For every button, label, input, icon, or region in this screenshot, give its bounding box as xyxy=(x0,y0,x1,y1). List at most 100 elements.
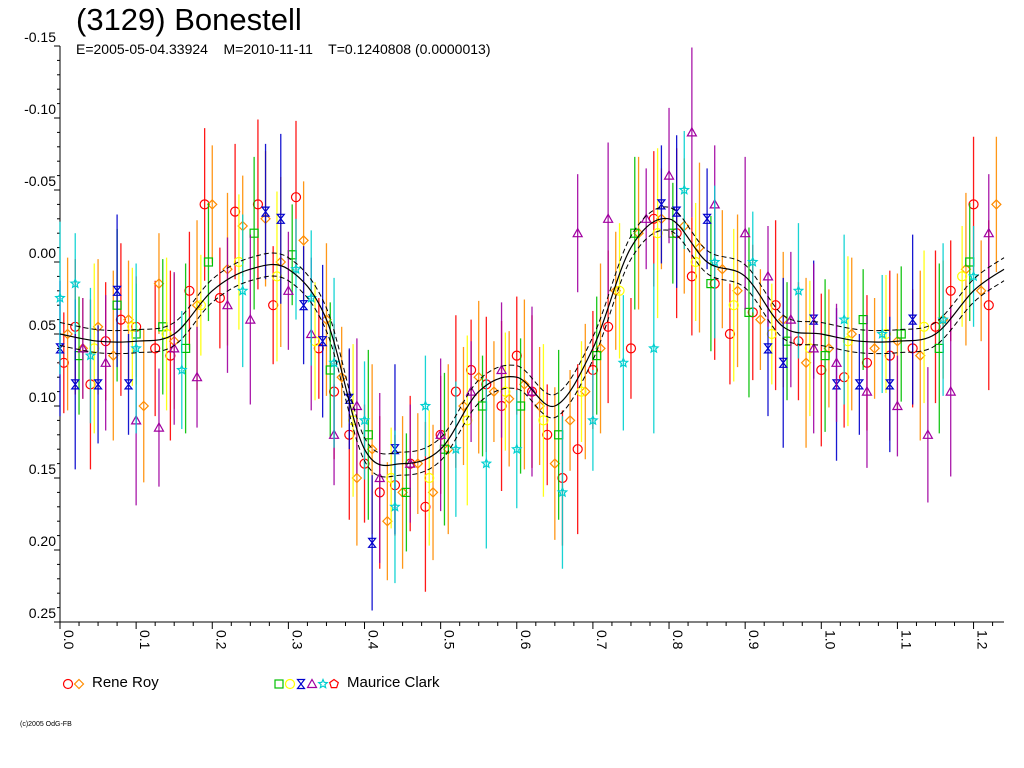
data-point xyxy=(249,228,259,238)
data-point xyxy=(556,486,569,498)
fit-upper-band xyxy=(59,206,1005,455)
data-point xyxy=(462,415,473,426)
data-point xyxy=(336,371,348,383)
data-point xyxy=(968,199,979,210)
legend-entry-rene-roy: Rene Roy xyxy=(62,674,159,691)
y-tick-label: -0.05 xyxy=(24,173,56,189)
data-point xyxy=(945,385,957,396)
data-point xyxy=(488,386,500,397)
data-point xyxy=(519,379,530,390)
data-point xyxy=(732,285,743,297)
data-point xyxy=(614,285,625,296)
data-point xyxy=(229,206,241,217)
data-point xyxy=(55,343,65,354)
data-point xyxy=(161,328,172,340)
data-point xyxy=(244,313,256,324)
data-point xyxy=(214,292,225,304)
data-point xyxy=(724,328,736,340)
data-point xyxy=(876,327,888,339)
data-point xyxy=(367,537,377,548)
legend-marker xyxy=(317,677,329,689)
x-tick-label: 0.1 xyxy=(137,630,153,650)
data-point xyxy=(206,199,218,210)
data-point xyxy=(617,356,630,368)
data-point xyxy=(579,386,591,397)
data-point xyxy=(138,400,150,412)
data-point xyxy=(203,257,214,267)
data-point xyxy=(435,429,447,439)
data-point xyxy=(885,379,895,390)
data-point xyxy=(991,199,1002,210)
data-point xyxy=(328,356,340,368)
data-point xyxy=(542,429,553,440)
data-point xyxy=(896,329,906,339)
chart-subtitle: E=2005-05-04.33924 M=2010-11-11 T=0.1240… xyxy=(76,41,491,57)
data-point xyxy=(298,235,309,246)
y-tick-label: -0.15 xyxy=(24,29,56,45)
data-point xyxy=(538,415,549,426)
data-point xyxy=(800,357,812,369)
data-point xyxy=(389,500,401,512)
series-6 xyxy=(54,130,980,584)
data-point xyxy=(282,285,294,295)
data-point xyxy=(150,343,161,354)
legend-entry-maurice-clark: Maurice Clark xyxy=(273,674,440,691)
y-tick-label: 0.15 xyxy=(29,461,56,477)
data-point xyxy=(648,342,660,354)
series-5 xyxy=(77,47,995,563)
legend-marker xyxy=(306,677,318,688)
x-tick-label: 0.9 xyxy=(746,630,762,650)
data-point xyxy=(918,321,930,332)
data-point xyxy=(922,429,934,439)
data-point xyxy=(842,336,854,347)
data-point xyxy=(420,501,431,512)
data-point xyxy=(321,314,332,325)
data-point xyxy=(382,515,393,527)
data-point xyxy=(89,343,100,354)
data-point xyxy=(473,371,485,383)
legend-label-rene-roy: Rene Roy xyxy=(92,674,159,691)
data-point xyxy=(153,421,165,432)
data-point xyxy=(603,321,614,332)
data-point xyxy=(130,342,142,354)
data-point xyxy=(907,314,918,325)
data-point xyxy=(755,314,766,325)
data-point xyxy=(891,400,903,411)
data-point xyxy=(511,350,522,361)
data-point xyxy=(869,343,880,354)
data-point xyxy=(549,458,561,469)
data-point xyxy=(191,371,203,382)
data-point xyxy=(656,199,667,210)
data-point xyxy=(778,357,788,368)
data-point xyxy=(747,255,759,267)
legend-marker xyxy=(274,678,284,689)
data-point xyxy=(526,385,538,396)
data-point xyxy=(427,487,439,498)
data-point xyxy=(168,342,180,353)
data-point xyxy=(564,415,576,426)
data-point xyxy=(503,393,515,405)
data-point xyxy=(450,443,462,455)
data-point xyxy=(351,400,363,411)
series-3 xyxy=(89,148,968,546)
data-point xyxy=(366,443,378,455)
legend-symbols-maurice-clark xyxy=(274,677,339,689)
data-point xyxy=(820,351,830,361)
data-point xyxy=(221,299,234,310)
data-point xyxy=(184,285,195,296)
data-point xyxy=(62,328,73,340)
data-point xyxy=(127,321,138,332)
x-tick-label: 1.2 xyxy=(975,630,991,650)
data-point xyxy=(77,342,89,353)
x-tick-label: 0.3 xyxy=(289,630,305,650)
data-point xyxy=(199,199,210,210)
x-tick-label: 0.0 xyxy=(61,630,77,650)
legend-marker xyxy=(296,678,306,689)
data-point xyxy=(854,379,865,390)
legend-marker xyxy=(62,678,74,689)
data-point xyxy=(233,256,245,268)
data-point xyxy=(831,379,842,390)
data-point xyxy=(983,227,995,238)
x-tick-label: 0.2 xyxy=(213,630,229,650)
